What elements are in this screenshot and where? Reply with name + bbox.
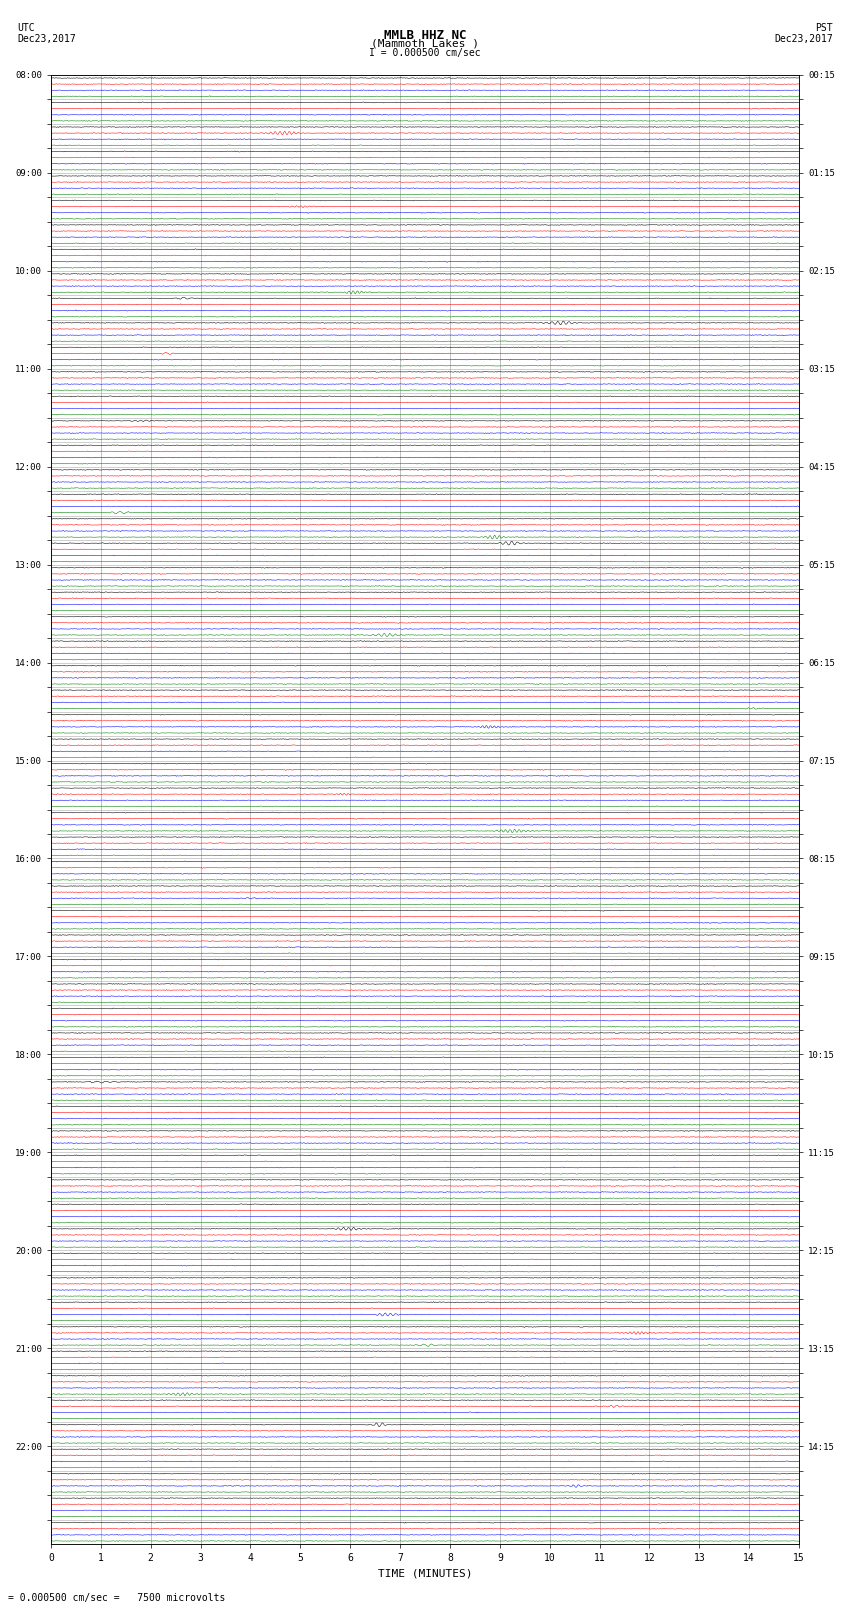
Text: UTC
Dec23,2017: UTC Dec23,2017: [17, 23, 76, 44]
Text: = 0.000500 cm/sec =   7500 microvolts: = 0.000500 cm/sec = 7500 microvolts: [8, 1594, 226, 1603]
Text: PST
Dec23,2017: PST Dec23,2017: [774, 23, 833, 44]
X-axis label: TIME (MINUTES): TIME (MINUTES): [377, 1569, 473, 1579]
Text: (Mammoth Lakes ): (Mammoth Lakes ): [371, 39, 479, 48]
Text: MMLB HHZ NC: MMLB HHZ NC: [383, 29, 467, 42]
Text: I = 0.000500 cm/sec: I = 0.000500 cm/sec: [369, 48, 481, 58]
